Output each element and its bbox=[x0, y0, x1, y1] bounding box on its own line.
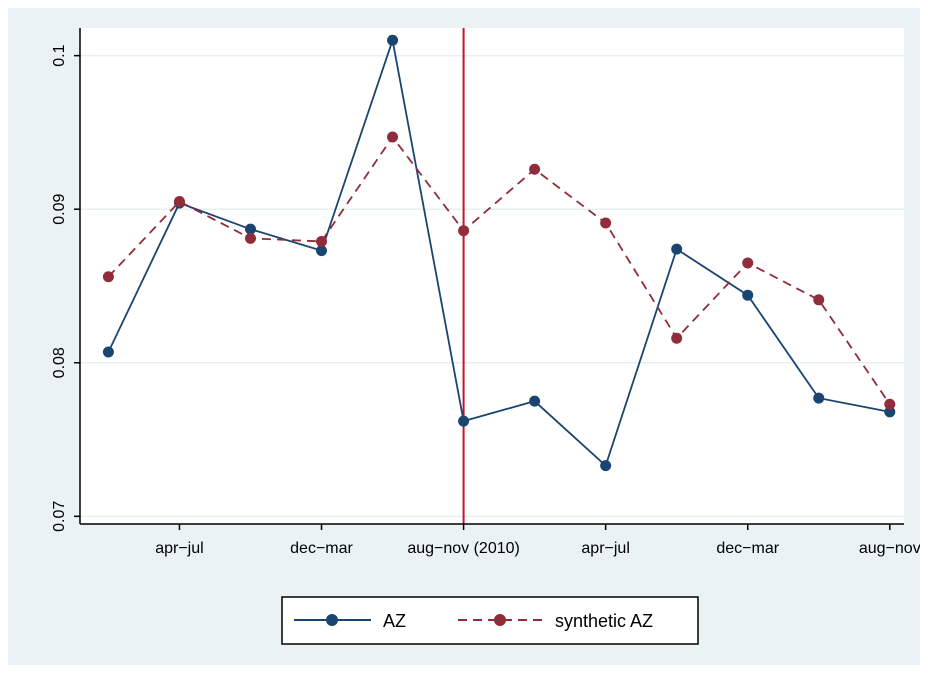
y-tick-label-1: 0.08 bbox=[51, 347, 68, 378]
x-tick-label-1: dec−mar bbox=[290, 540, 353, 557]
series-line-1 bbox=[107, 135, 891, 405]
series-0-point-5 bbox=[458, 415, 470, 427]
series-0-point-11 bbox=[884, 406, 896, 418]
legend: AZ synthetic AZ bbox=[281, 596, 699, 645]
y-tick-label-2: 0.09 bbox=[51, 194, 68, 225]
x-tick-label-0: apr−jul bbox=[155, 540, 203, 557]
series-0-point-10 bbox=[813, 392, 825, 404]
series-0-point-6 bbox=[529, 395, 541, 407]
legend-marker-az bbox=[326, 614, 338, 626]
line-chart: 0.07 0.08 0.09 0.1 apr−jul dec−mar aug−nov (20… bbox=[51, 28, 920, 645]
series-1-point-10 bbox=[813, 294, 825, 306]
x-tick-label-5: aug−nov bbox=[859, 540, 920, 557]
x-tick-label-4: dec−mar bbox=[716, 540, 779, 557]
series-layer bbox=[102, 34, 896, 472]
series-1-point-1 bbox=[173, 196, 185, 208]
series-line-0 bbox=[107, 36, 890, 468]
series-1-point-8 bbox=[671, 332, 683, 344]
legend-marker-synthetic-az bbox=[494, 614, 506, 626]
chart-frame: 0.07 0.08 0.09 0.1 apr−jul dec−mar aug−nov (20… bbox=[8, 8, 920, 665]
series-1-point-5 bbox=[458, 225, 470, 237]
x-tick-label-3: apr−jul bbox=[581, 540, 629, 557]
plot-area bbox=[80, 28, 904, 524]
legend-label-az: AZ bbox=[383, 611, 406, 631]
series-0-point-2 bbox=[244, 223, 256, 235]
series-0-point-0 bbox=[102, 346, 114, 358]
series-1-point-9 bbox=[742, 257, 754, 269]
y-tick-label-0: 0.07 bbox=[51, 501, 68, 532]
series-1-point-7 bbox=[600, 217, 612, 229]
series-1-point-11 bbox=[884, 398, 896, 410]
series-0-point-9 bbox=[742, 289, 754, 301]
series-1-point-3 bbox=[316, 235, 328, 247]
series-1-point-4 bbox=[387, 131, 399, 143]
x-tick-label-2: aug−nov (2010) bbox=[407, 540, 520, 557]
series-1-point-6 bbox=[529, 163, 541, 175]
y-tick-label-3: 0.1 bbox=[51, 44, 68, 66]
series-0-point-3 bbox=[316, 245, 328, 257]
grid-lines bbox=[80, 54, 904, 518]
axes: 0.07 0.08 0.09 0.1 apr−jul dec−mar aug−nov (20… bbox=[51, 28, 920, 557]
series-1-point-0 bbox=[102, 271, 114, 283]
legend-label-synthetic-az: synthetic AZ bbox=[555, 611, 653, 631]
series-0-point-8 bbox=[671, 243, 683, 255]
series-0-point-4 bbox=[387, 34, 399, 46]
series-1-point-2 bbox=[244, 232, 256, 244]
series-0-point-7 bbox=[600, 460, 612, 472]
